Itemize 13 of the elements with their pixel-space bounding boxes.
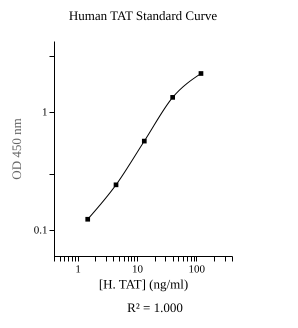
point — [85, 216, 90, 222]
point — [198, 71, 204, 76]
x-tick-label: 100 — [188, 264, 206, 276]
x-axis-title: [H. TAT] (ng/ml) — [98, 276, 188, 292]
y-axis-title: OD 450 nm — [8, 118, 24, 180]
chart-title: Human TAT Standard Curve — [68, 8, 218, 23]
x-tick-label: 1 — [75, 264, 81, 276]
y-tick-label: 0.1 — [34, 224, 48, 236]
point — [114, 182, 118, 188]
point — [142, 138, 147, 144]
point — [170, 95, 176, 100]
x-tick-label: 10 — [132, 264, 144, 276]
text: R² = 1.000 — [126, 300, 184, 316]
